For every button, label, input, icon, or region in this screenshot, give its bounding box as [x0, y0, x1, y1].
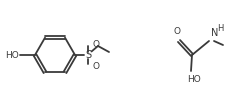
Text: H: H	[216, 24, 223, 33]
Text: HO: HO	[5, 50, 19, 60]
Text: S: S	[85, 50, 91, 60]
Text: O: O	[93, 39, 100, 49]
Text: O: O	[173, 27, 180, 36]
Text: HO: HO	[186, 75, 200, 84]
Text: N: N	[210, 28, 217, 38]
Text: O: O	[93, 61, 100, 71]
